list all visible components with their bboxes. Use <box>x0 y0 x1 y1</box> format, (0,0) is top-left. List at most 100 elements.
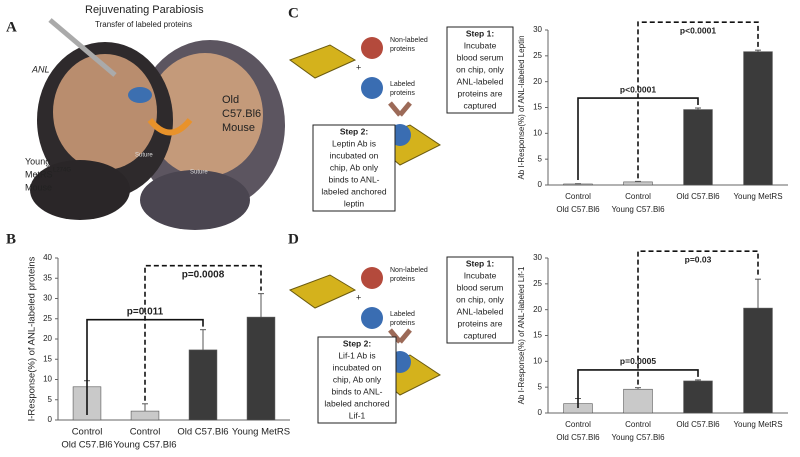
step1-text: proteins are <box>458 88 503 98</box>
x-tick-label: Young C57.Bl6 <box>113 440 176 451</box>
step1-text: Incubate <box>464 270 497 280</box>
y-tick-label: 10 <box>43 375 52 384</box>
bar <box>623 388 653 414</box>
x-tick-label: Control <box>625 192 651 201</box>
x-tick-label: Young MetRS <box>733 192 782 201</box>
y-tick-label: 20 <box>533 77 542 86</box>
bar <box>623 181 653 186</box>
x-tick-label: Old C57.Bl6 <box>556 433 600 442</box>
step1-text: Step 1: <box>466 258 495 268</box>
non-labeled-label: proteins <box>390 276 415 283</box>
y-tick-label: 5 <box>538 154 543 163</box>
bar <box>188 349 218 421</box>
a-suture: Suture <box>190 170 208 176</box>
a-anl: ANL <box>31 64 50 74</box>
bar <box>130 410 160 421</box>
y-tick-label: 0 <box>48 415 53 424</box>
x-tick-label: Control <box>72 427 103 438</box>
y-axis-label: Ab I-Response(%) of ANL-labeled Leptin <box>517 35 526 179</box>
step2-text: labeled anchored <box>321 186 386 196</box>
y-tick-label: 5 <box>48 395 53 404</box>
y-tick-label: 10 <box>533 356 542 365</box>
non-labeled-label: Non-labeled <box>390 37 428 44</box>
step1-text: on chip, only <box>456 64 504 74</box>
p-value-label: p<0.0001 <box>620 84 656 94</box>
significance-bracket <box>144 264 262 401</box>
y-tick-label: 20 <box>43 334 52 343</box>
labeled-label: Labeled <box>390 311 415 318</box>
y-tick-label: 10 <box>533 128 542 137</box>
y-axis-label: I-Response(%) of ANL-labeled proteins <box>27 256 38 421</box>
step2-text: chip, Ab only <box>330 162 379 172</box>
a-young-mouse: L274G <box>53 168 71 174</box>
step2-text: labeled anchored <box>324 398 389 408</box>
y-tick-label: 40 <box>43 253 52 262</box>
bar <box>683 109 713 186</box>
p-value-label: p=0.0008 <box>182 269 225 280</box>
y-tick-label: 15 <box>533 103 542 112</box>
y-axis-label: Ab I-Response(%) of ANL-labeled Lif-1 <box>517 266 526 404</box>
x-tick-label: Young MetRS <box>232 427 290 438</box>
a-young-mouse: Mouse <box>25 182 52 192</box>
mouse-illustration <box>30 18 285 230</box>
step2-text: binds to ANL- <box>331 386 382 396</box>
step2-text: chip, Ab only <box>333 374 382 384</box>
x-tick-label: Old C57.Bl6 <box>177 427 228 438</box>
y-tick-label: 30 <box>533 253 542 262</box>
x-tick-label: Old C57.Bl6 <box>676 192 720 201</box>
bar <box>246 316 276 421</box>
a-young-mouse: MetRS <box>25 169 53 179</box>
y-tick-label: 25 <box>43 314 52 323</box>
step1-text: ANL-labeled <box>457 76 504 86</box>
a-transfer: Transfer of labeled proteins <box>95 20 192 29</box>
x-tick-label: Control <box>565 420 591 429</box>
non-labeled-label: proteins <box>390 46 415 53</box>
x-tick-label: Old C57.Bl6 <box>676 420 720 429</box>
step1-text: blood serum <box>457 282 504 292</box>
step2-text: Lif-1 <box>349 410 366 420</box>
step2-text: incubated on <box>333 362 382 372</box>
y-tick-label: 25 <box>533 51 542 60</box>
bar <box>743 307 773 414</box>
step2-text: Step 2: <box>343 338 372 348</box>
a-old-mouse: Old <box>222 94 239 106</box>
y-tick-label: 30 <box>533 25 542 34</box>
y-tick-label: 30 <box>43 294 52 303</box>
p-value-label: p<0.0001 <box>680 25 716 35</box>
step2-text: Lif-1 Ab is <box>338 350 375 360</box>
x-tick-label: Young C57.Bl6 <box>611 205 665 214</box>
plus-sign: + <box>356 62 361 72</box>
a-old-mouse: C57.Bl6 <box>222 108 261 120</box>
significance-bracket <box>577 369 699 408</box>
y-tick-label: 15 <box>533 331 542 340</box>
p-value-label: p=0.011 <box>127 306 164 317</box>
y-tick-label: 0 <box>538 408 543 417</box>
bar <box>683 380 713 414</box>
a-young-mouse: Young <box>25 156 50 166</box>
y-tick-label: 15 <box>43 354 52 363</box>
panel-label: C <box>288 5 299 21</box>
labeled-label: Labeled <box>390 81 415 88</box>
y-tick-label: 25 <box>533 279 542 288</box>
step1-text: Step 1: <box>466 28 495 38</box>
step1-text: ANL-labeled <box>457 306 504 316</box>
p-value-label: p=0.03 <box>685 254 712 264</box>
x-tick-label: Old C57.Bl6 <box>556 205 600 214</box>
x-tick-label: Control <box>625 420 651 429</box>
labeled-label: proteins <box>390 320 415 327</box>
step1-text: on chip, only <box>456 294 504 304</box>
step1-box <box>446 256 514 344</box>
step2-box <box>317 336 397 424</box>
panel-label: D <box>288 231 299 247</box>
y-tick-label: 5 <box>538 382 543 391</box>
step2-text: Leptin Ab is <box>332 138 376 148</box>
step1-text: Incubate <box>464 40 497 50</box>
non-labeled-label: Non-labeled <box>390 267 428 274</box>
step1-text: blood serum <box>457 52 504 62</box>
y-tick-label: 20 <box>533 305 542 314</box>
plus-sign: + <box>356 292 361 302</box>
step2-text: leptin <box>344 198 365 208</box>
panel-label: A <box>6 19 17 35</box>
bar <box>743 51 773 186</box>
step2-box <box>312 124 396 212</box>
